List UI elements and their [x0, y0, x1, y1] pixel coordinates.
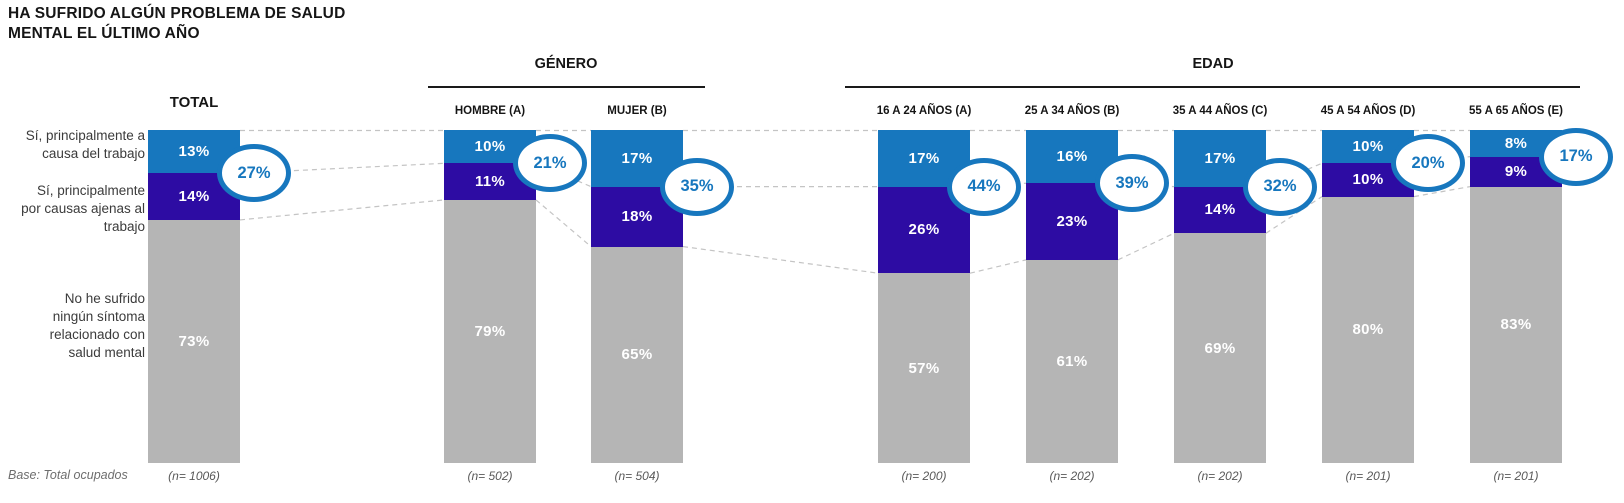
segment-value-label: 57% [908, 359, 940, 377]
column-header: HOMBRE (A) [454, 105, 526, 117]
group-underline-genero [428, 86, 705, 88]
page-title: HA SUFRIDO ALGÚN PROBLEMA DE SALUD MENTA… [8, 5, 346, 42]
total-si-badge: 21% [513, 134, 587, 193]
segment-value-label: 69% [1204, 339, 1236, 357]
column-header: 45 A 54 AÑOS (D) [1320, 105, 1416, 117]
column-base-n: (n= 1006) [168, 469, 220, 483]
column-header: 25 A 34 AÑOS (B) [1024, 105, 1120, 117]
bar-segment-no-sintoma: 79% [444, 199, 536, 463]
bar-segment-no-sintoma: 73% [148, 219, 240, 463]
segment-value-label: 61% [1056, 352, 1088, 370]
column-base-n: (n= 200) [901, 469, 947, 483]
segment-value-label: 14% [178, 188, 210, 206]
segment-value-label: 17% [1204, 149, 1236, 167]
column-header: 55 A 65 AÑOS (E) [1469, 105, 1563, 117]
bar-segment-no-sintoma: 65% [591, 246, 683, 463]
group-header-genero: GÉNERO [534, 56, 598, 72]
segment-value-label: 14% [1204, 201, 1236, 219]
segment-value-label: 16% [1056, 148, 1088, 166]
total-si-badge: 39% [1095, 154, 1169, 213]
segment-value-label: 8% [1504, 134, 1528, 152]
column-base-n: (n= 202) [1049, 469, 1095, 483]
row-label-si-trabajo: Sí, principalmente a causa del trabajo [25, 128, 145, 161]
segment-value-label: 10% [1352, 138, 1384, 156]
segment-value-label: 83% [1500, 316, 1532, 334]
total-si-badge: 44% [947, 157, 1021, 216]
bar-segment-no-sintoma: 69% [1174, 233, 1266, 463]
segment-value-label: 17% [908, 149, 940, 167]
segment-value-label: 10% [474, 138, 506, 156]
total-si-badge: 35% [660, 157, 734, 216]
segment-value-label: 11% [474, 173, 506, 191]
column-base-n: (n= 202) [1197, 469, 1243, 483]
segment-value-label: 26% [908, 221, 940, 239]
column-base-n: (n= 504) [614, 469, 660, 483]
row-label-si-ajenas: Sí, principalmente por causas ajenas al … [21, 183, 145, 234]
column-header: TOTAL [169, 94, 219, 111]
total-si-badge: 17% [1539, 127, 1613, 186]
total-si-badge: 27% [217, 144, 291, 203]
segment-value-label: 10% [1352, 171, 1384, 189]
column-header: 16 A 24 AÑOS (A) [876, 105, 972, 117]
segment-value-label: 18% [621, 208, 653, 226]
segment-value-label: 9% [1504, 163, 1528, 181]
group-header-edad: EDAD [1192, 56, 1234, 72]
column-base-n: (n= 201) [1493, 469, 1539, 483]
segment-value-label: 65% [621, 346, 653, 364]
group-underline-edad [845, 86, 1580, 88]
segment-value-label: 23% [1056, 213, 1088, 231]
bar-segment-no-sintoma: 83% [1470, 186, 1562, 463]
column-header: MUJER (B) [607, 105, 667, 117]
bar-segment-no-sintoma: 57% [878, 273, 970, 463]
bar-segment-no-sintoma: 61% [1026, 259, 1118, 463]
row-label-no-sintoma: No he sufrido ningún síntoma relacionado… [49, 291, 145, 360]
bar-segment-no-sintoma: 80% [1322, 196, 1414, 463]
column-base-n: (n= 502) [467, 469, 513, 483]
base-note: Base: Total ocupados [8, 468, 128, 482]
total-si-badge: 20% [1391, 134, 1465, 193]
segment-value-label: 79% [474, 322, 506, 340]
column-base-n: (n= 201) [1345, 469, 1391, 483]
segment-value-label: 80% [1352, 321, 1384, 339]
column-header: 35 A 44 AÑOS (C) [1172, 105, 1268, 117]
segment-value-label: 17% [621, 149, 653, 167]
segment-value-label: 73% [178, 332, 210, 350]
segment-value-label: 13% [178, 143, 210, 161]
total-si-badge: 32% [1243, 157, 1317, 216]
